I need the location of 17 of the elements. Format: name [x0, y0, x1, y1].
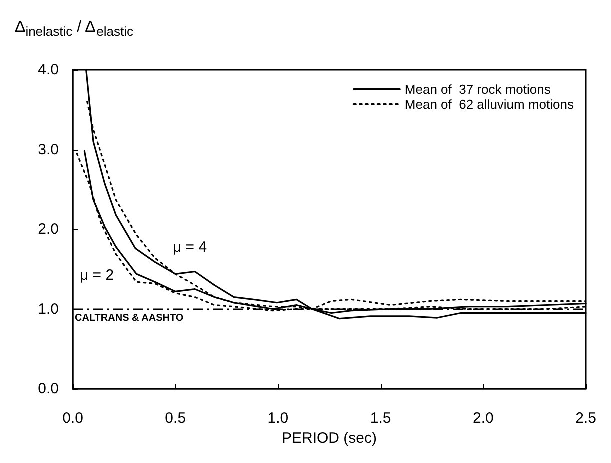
y-tick-label: 2.0 [38, 221, 59, 238]
y-tick-label: 3.0 [38, 141, 59, 158]
y-tick-label: 1.0 [38, 300, 59, 318]
x-tick-label: 1.5 [370, 410, 392, 427]
y-tick-label: 0.0 [38, 380, 59, 398]
x-tick-label: 1.0 [268, 410, 289, 427]
x-tick-label: 0.0 [62, 410, 84, 427]
ref-line-label: CALTRANS & AASHTO [75, 312, 184, 324]
annotation: μ = 4 [173, 239, 208, 256]
legend-label: Mean of 37 rock motions [404, 82, 552, 97]
y-tick-label: 4.0 [38, 62, 59, 78]
x-tick-label: 2.0 [472, 410, 494, 427]
legend-label: Mean of 62 alluvium motions [404, 97, 574, 112]
x-tick-label: 0.5 [165, 410, 186, 427]
annotation: μ = 2 [80, 267, 114, 284]
x-tick-label: 2.5 [576, 410, 596, 427]
x-axis-title: PERIOD (sec) [282, 430, 378, 447]
